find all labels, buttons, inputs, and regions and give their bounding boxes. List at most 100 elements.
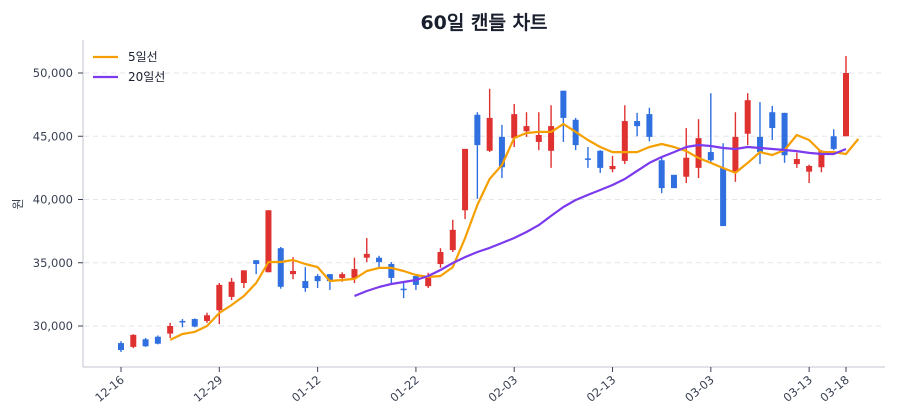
candle-up: [806, 164, 813, 184]
candle-body: [400, 288, 407, 291]
candle-down: [191, 318, 198, 328]
y-tick-label: 45,000: [33, 129, 73, 143]
candle-body: [634, 121, 641, 127]
candle-body: [130, 334, 137, 347]
candle-down: [658, 157, 665, 194]
ma5-line: [169, 122, 860, 341]
candle-down: [253, 260, 260, 275]
candle-up: [228, 277, 235, 301]
candle-body: [376, 257, 383, 263]
y-axis-label: 원: [11, 198, 25, 209]
x-tick-label: 02-03: [486, 373, 521, 405]
y-tick-label: 30,000: [33, 319, 73, 333]
legend-item-ma5: 5일선: [93, 50, 158, 64]
candle-body: [597, 150, 604, 168]
candle-body: [781, 112, 788, 156]
candle-up: [204, 312, 211, 323]
candle-down: [720, 143, 727, 227]
candle-body: [560, 90, 567, 118]
y-tick-label: 35,000: [33, 256, 73, 270]
legend-item-ma20: 20일선: [93, 70, 165, 84]
candle-body: [240, 270, 247, 283]
gridlines: [84, 72, 885, 327]
candle-up: [732, 112, 739, 182]
chart-title: 60일 캔들 차트: [420, 12, 547, 34]
x-tick-label: 12-29: [191, 373, 226, 405]
x-tick-label: 03-03: [682, 373, 717, 405]
candle-body: [253, 260, 260, 265]
candle-down: [756, 102, 763, 165]
candle-body: [621, 121, 628, 161]
candle-body: [498, 136, 505, 168]
candle-body: [548, 126, 555, 151]
candle-up: [609, 155, 616, 173]
ma20-line: [354, 143, 847, 298]
candle-up: [486, 88, 493, 153]
candle-body: [216, 284, 223, 311]
candle-down: [584, 147, 591, 168]
candle-body: [339, 274, 346, 278]
candle-down: [118, 341, 124, 352]
candle-body: [683, 157, 690, 177]
candle-down: [154, 335, 161, 345]
candle-body: [167, 326, 174, 334]
candle-up: [363, 238, 370, 263]
candle-down: [277, 246, 284, 289]
candle-body: [732, 136, 739, 173]
candle-down: [781, 112, 788, 163]
candle-up: [167, 322, 174, 339]
candle-up: [216, 282, 223, 325]
candle-down: [769, 105, 776, 141]
candle-down: [314, 274, 321, 289]
candle-body: [154, 336, 161, 344]
candles: [118, 55, 849, 352]
y-tick-label: 40,000: [33, 193, 73, 207]
candle-down: [597, 150, 604, 173]
candle-body: [843, 73, 849, 137]
candle-body: [425, 277, 432, 287]
candle-up: [843, 55, 849, 137]
x-axis-ticks: 12-16 12-29 01-12 01-22 02-03 02-13 03-03 03-13…: [92, 367, 852, 405]
candle-body: [179, 320, 186, 323]
candle-body: [646, 114, 653, 137]
candle-body: [523, 126, 530, 132]
candle-body: [830, 136, 837, 149]
candle-body: [204, 315, 211, 321]
x-tick-label: 02-13: [584, 373, 619, 405]
candle-body: [769, 112, 776, 129]
candle-down: [388, 262, 395, 285]
candle-down: [412, 274, 419, 290]
candle-body: [437, 251, 444, 265]
candle-up: [793, 152, 800, 168]
candle-body: [388, 264, 395, 278]
candle-body: [818, 150, 825, 168]
candle-up: [548, 105, 555, 168]
candle-up: [462, 148, 469, 220]
candle-body: [584, 158, 591, 160]
candle-body: [720, 167, 727, 227]
candle-body: [511, 114, 518, 139]
moving-averages: [169, 122, 860, 341]
candle-down: [302, 267, 309, 292]
candle-up: [683, 128, 690, 184]
candle-body: [707, 152, 714, 161]
candle-body: [486, 117, 493, 151]
candle-down: [634, 112, 641, 137]
candle-body: [351, 269, 358, 278]
candle-down: [376, 255, 383, 268]
candle-body: [277, 248, 284, 287]
candle-body: [363, 253, 370, 258]
candle-down: [830, 129, 837, 151]
legend-label-ma20: 20일선: [128, 70, 165, 84]
candle-up: [621, 105, 628, 165]
candle-up: [240, 270, 247, 289]
candle-body: [302, 281, 309, 289]
x-tick-label: 01-12: [289, 373, 324, 405]
x-tick-label: 03-13: [780, 373, 815, 405]
candle-up: [744, 93, 751, 146]
candle-body: [670, 174, 677, 189]
candle-body: [806, 165, 813, 172]
candle-down: [474, 112, 481, 199]
candle-up: [130, 334, 137, 349]
